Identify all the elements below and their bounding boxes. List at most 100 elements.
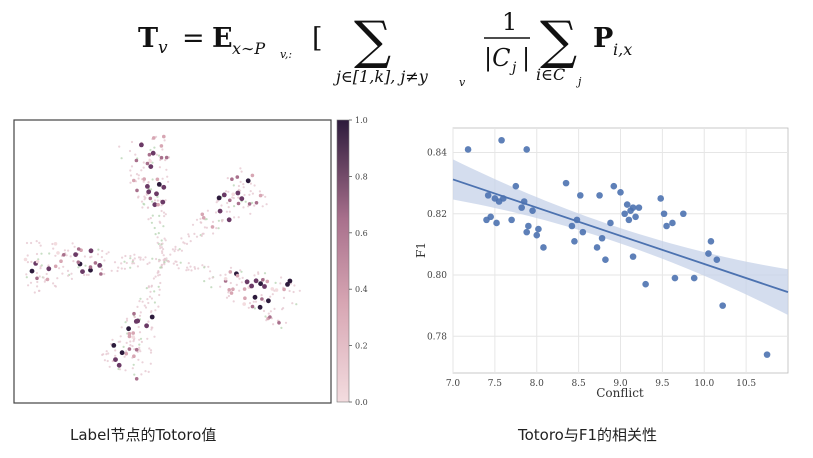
embedding-point xyxy=(157,285,160,288)
scatter-point xyxy=(705,250,712,257)
label-node xyxy=(45,277,50,282)
embedding-point xyxy=(149,290,152,293)
embedding-point xyxy=(195,218,199,221)
embedding-point xyxy=(264,195,267,198)
embedding-point xyxy=(124,369,127,372)
label-node xyxy=(229,291,234,295)
embedding-point xyxy=(51,242,54,246)
embedding-point xyxy=(247,306,250,309)
embedding-point xyxy=(142,258,145,261)
embedding-point xyxy=(150,297,153,300)
scatter-point xyxy=(629,204,637,211)
embedding-point xyxy=(144,256,147,259)
embedding-point xyxy=(226,201,229,205)
embedding-point xyxy=(185,269,188,272)
embedding-point xyxy=(129,340,132,343)
label-node xyxy=(160,199,166,205)
embedding-point xyxy=(243,193,246,197)
embedding-point xyxy=(83,273,86,277)
label-node xyxy=(156,182,162,187)
embedding-point xyxy=(67,249,70,252)
embedding-point xyxy=(207,265,210,268)
label-node xyxy=(149,314,155,320)
embedding-point xyxy=(219,274,222,277)
scatter-point xyxy=(690,274,698,282)
label-node xyxy=(62,253,66,257)
label-node xyxy=(242,287,247,291)
label-node xyxy=(285,282,290,287)
label-node xyxy=(133,319,139,324)
embedding-point xyxy=(107,352,110,355)
embedding-point xyxy=(131,367,134,370)
embedding-point xyxy=(227,294,230,298)
label-node xyxy=(46,266,52,272)
formula-bracket: [ xyxy=(312,23,323,54)
embedding-point xyxy=(219,285,222,288)
embedding-point xyxy=(253,307,256,310)
embedding-point xyxy=(163,263,166,266)
embedding-point xyxy=(36,285,39,288)
embedding-point xyxy=(233,216,236,219)
embedding-point xyxy=(251,201,254,204)
embedding-point xyxy=(144,370,147,373)
label-node xyxy=(231,192,235,197)
embedding-point xyxy=(161,242,164,245)
label-node xyxy=(88,267,93,273)
embedding-point xyxy=(237,188,240,191)
embedding-point xyxy=(159,247,162,250)
label-node xyxy=(35,259,40,264)
embedding-point xyxy=(167,180,170,183)
embedding-point xyxy=(249,212,252,215)
embedding-point xyxy=(155,153,158,156)
embedding-point xyxy=(125,350,128,353)
scatter-point xyxy=(568,222,576,230)
embedding-point xyxy=(129,254,132,258)
embedding-point xyxy=(195,235,199,238)
scatter-point xyxy=(610,182,618,190)
scatter-point xyxy=(629,253,637,260)
embedding-point xyxy=(205,226,208,229)
scatter-point xyxy=(680,210,687,218)
x-tick-label: 7.0 xyxy=(446,379,461,389)
label-node xyxy=(134,158,139,163)
embedding-point xyxy=(125,319,129,322)
label-node xyxy=(127,347,132,351)
embedding-point xyxy=(227,206,230,209)
label-node xyxy=(231,287,235,291)
embedding-point xyxy=(48,252,51,255)
label-node xyxy=(131,335,135,339)
embedding-point xyxy=(247,205,250,208)
embedding-point xyxy=(161,251,164,255)
y-tick-label: 0.78 xyxy=(427,332,447,342)
embedding-point xyxy=(257,271,260,274)
embedding-point xyxy=(194,267,197,270)
embedding-point xyxy=(197,267,200,270)
embedding-point xyxy=(140,340,143,343)
embedding-point xyxy=(212,232,215,235)
label-node xyxy=(258,193,263,198)
embedding-point xyxy=(130,140,134,144)
embedding-point xyxy=(141,361,144,364)
embedding-point xyxy=(65,254,68,257)
formula-frac-den-sub: j xyxy=(509,60,517,76)
scatter-point xyxy=(523,146,530,153)
label-node xyxy=(242,302,246,306)
embedding-point xyxy=(172,262,175,265)
embedding-point xyxy=(165,168,168,171)
embedding-point xyxy=(97,248,100,251)
scatter-point xyxy=(571,238,578,245)
embedding-point xyxy=(156,195,159,198)
label-node xyxy=(216,195,222,201)
embedding-point xyxy=(155,135,158,138)
label-node xyxy=(132,311,136,316)
embedding-point xyxy=(224,273,227,276)
embedding-point xyxy=(149,217,152,220)
embedding-point xyxy=(120,157,123,160)
label-node xyxy=(227,288,231,292)
embedding-point xyxy=(211,220,215,223)
embedding-point xyxy=(231,196,234,199)
label-node xyxy=(210,225,215,229)
scatter-point xyxy=(625,216,633,224)
scatter-point xyxy=(621,210,628,218)
embedding-point xyxy=(120,262,123,265)
